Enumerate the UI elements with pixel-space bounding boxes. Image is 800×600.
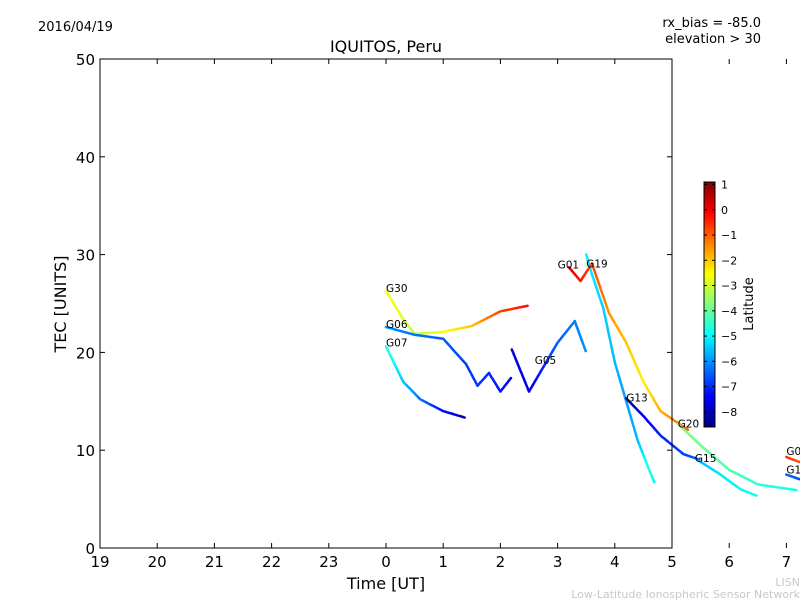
data-point — [526, 304, 529, 308]
colorbar-tick-label: −8 — [721, 406, 737, 419]
satellite-label-g07: G07 — [386, 338, 408, 350]
footer-org-short: LISN — [775, 576, 800, 589]
data-point — [509, 376, 513, 380]
y-tick-label: 30 — [76, 247, 95, 265]
series-g01 — [567, 262, 690, 432]
satellite-label-g12: G12 — [786, 465, 800, 477]
satellite-label-g05: G05 — [535, 355, 557, 367]
x-tick-label: 5 — [667, 553, 677, 571]
series-g06 — [384, 325, 513, 393]
plot-background — [100, 59, 672, 548]
x-tick-label: 2 — [496, 553, 506, 571]
colorbar-tick-label: −5 — [721, 330, 737, 343]
date-label: 2016/04/19 — [38, 20, 113, 35]
y-tick-label: 0 — [85, 540, 95, 558]
x-tick-label: 7 — [782, 553, 792, 571]
data-point — [755, 494, 758, 497]
y-tick-label: 50 — [76, 51, 95, 69]
satellite-label-g15: G15 — [695, 453, 717, 465]
colorbar-tick-label: −6 — [721, 355, 737, 368]
colorbar-tick-label: 0 — [721, 204, 728, 217]
series-g15 — [699, 460, 758, 497]
satellite-label-g30: G30 — [386, 283, 408, 295]
x-tick-label: 6 — [724, 553, 734, 571]
data-point — [584, 349, 587, 353]
data-point — [697, 458, 701, 461]
y-axis-label: TEC [UNITS] — [51, 256, 70, 354]
data-point — [463, 416, 466, 419]
x-tick-label: 22 — [262, 553, 281, 571]
colorbar-tick-label: −1 — [721, 229, 737, 242]
x-tick-label: 1 — [438, 553, 448, 571]
satellite-label-g06: G06 — [386, 319, 408, 331]
y-tick-label: 40 — [76, 149, 95, 167]
rx-bias-label: rx_bias = -85.0 — [662, 16, 761, 31]
series-g02 — [785, 455, 800, 464]
series-g07 — [384, 345, 466, 419]
data-point — [686, 428, 690, 432]
colorbar-tick-label: −7 — [721, 381, 737, 394]
colorbar-tick-label: −3 — [721, 280, 737, 293]
series-g12 — [785, 473, 800, 481]
x-tick-label: 20 — [148, 553, 167, 571]
colorbar-tick-label: −2 — [721, 254, 737, 267]
plot-area: G30G06G07G05G01G19G13G20G15G02G12G24G29G… — [76, 51, 800, 571]
x-tick-label: 3 — [553, 553, 563, 571]
x-tick-label: 21 — [205, 553, 224, 571]
series-g19 — [584, 253, 656, 484]
satellite-label-g20: G20 — [678, 419, 700, 431]
x-axis-label: Time [UT] — [346, 574, 425, 593]
series-g30 — [384, 289, 529, 336]
x-tick-label: 19 — [90, 553, 109, 571]
colorbar: 1 0 −1 −2 −3 −4 −5 −6 −7 −8 — [703, 179, 737, 428]
colorbar-tick-label: −4 — [721, 305, 737, 318]
x-tick-label: 23 — [319, 553, 338, 571]
satellite-label-g02: G02 — [786, 446, 800, 458]
y-tick-label: 20 — [76, 344, 95, 362]
y-tick-label: 10 — [76, 442, 95, 460]
series-g13 — [624, 397, 701, 461]
colorbar-gradient — [703, 181, 716, 428]
elevation-label: elevation > 30 — [665, 32, 761, 47]
series-g20 — [676, 422, 798, 492]
x-tick-label: 0 — [381, 553, 391, 571]
chart-title: IQUITOS, Peru — [330, 37, 442, 56]
satellite-label-g01: G01 — [558, 259, 580, 271]
series-g05 — [510, 319, 587, 393]
colorbar-label: Latitude — [742, 277, 757, 331]
data-point — [795, 488, 798, 492]
satellite-label-g19: G19 — [586, 258, 608, 270]
satellite-label-g13: G13 — [626, 392, 648, 404]
footer-org-long: Low-Latitude Ionospheric Sensor Network — [571, 588, 800, 600]
colorbar-tick-label: 1 — [721, 179, 728, 192]
data-point — [653, 480, 656, 484]
x-tick-label: 4 — [610, 553, 620, 571]
